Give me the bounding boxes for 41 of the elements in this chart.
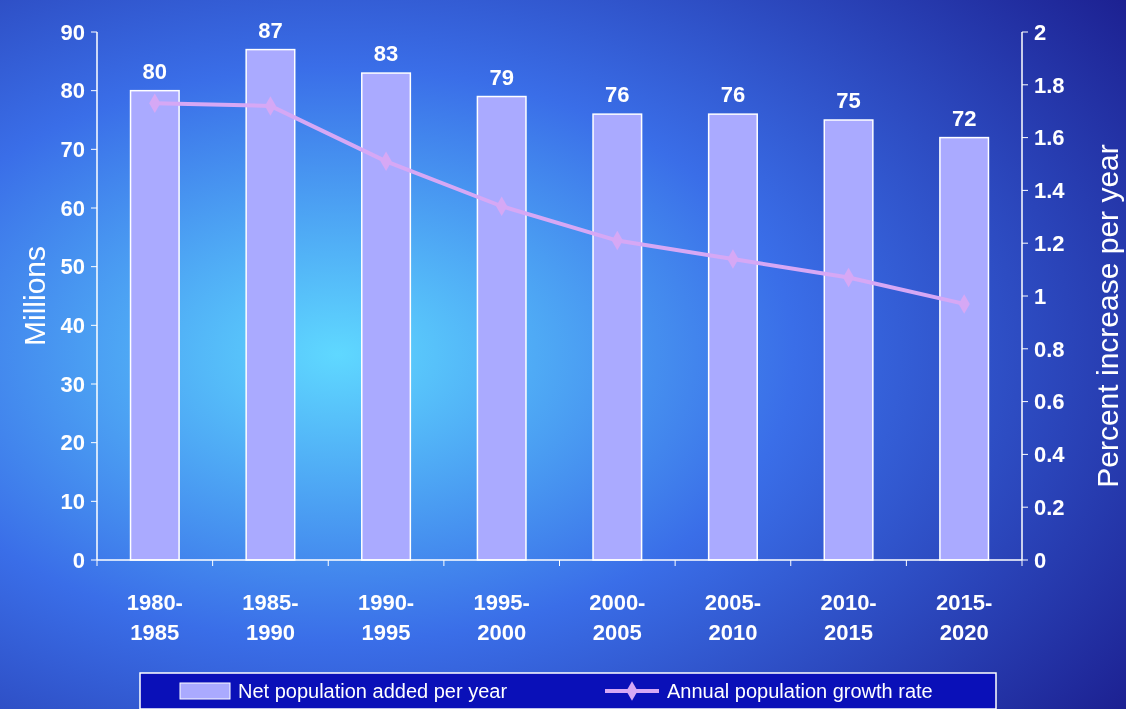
y-tick-label: 30 [60,371,85,397]
y2-tick-label: 0.2 [1034,494,1065,520]
y-tick-label: 10 [60,489,85,515]
y2-tick-label: 1.4 [1034,178,1066,204]
x-tick-label: 1995- 2000 [473,590,530,645]
data-label: 87 [258,17,283,43]
y-tick-label: 20 [60,430,85,456]
y2-tick-label: 2 [1034,19,1047,45]
x-tick-label: 1980- 1985 [126,590,183,645]
y-tick-label: 80 [60,78,85,104]
y-tick-label: 50 [60,254,85,280]
y-tick-label: 90 [60,19,85,45]
x-tick-label: 2005- 2010 [704,590,762,645]
y2-tick-label: 0 [1034,547,1047,573]
y2-tick-label: 0.4 [1034,442,1066,468]
data-label: 76 [605,82,630,108]
data-label: 76 [720,82,746,108]
data-label: 83 [373,41,399,67]
y2-tick-label: 1.8 [1034,72,1065,98]
y2-tick-label: 1.6 [1034,125,1065,151]
y2-tick-label: 1.2 [1034,230,1065,256]
data-label: 79 [489,64,514,90]
y2-axis-title: Percent increase per year [1091,144,1124,488]
data-label: 80 [142,58,168,84]
x-tick-label: 2010- 2015 [820,590,877,645]
x-tick-label: 1985- 1990 [242,590,299,645]
y2-tick-label: 1 [1034,283,1047,309]
data-label: 72 [951,105,977,131]
legend-label: Annual population growth rate [667,680,933,702]
y-tick-label: 0 [72,547,85,573]
y-tick-label: 70 [60,137,85,163]
y-tick-label: 60 [60,195,85,221]
y2-tick-label: 0.8 [1034,336,1065,362]
legend-label: Net population added per year [238,680,508,702]
x-tick-label: 2015- 2020 [936,590,993,645]
x-tick-label: 2000- 2005 [589,590,646,645]
x-tick-label: 1990- 1995 [357,590,415,645]
y-axis-title: Millions [18,245,51,347]
y2-tick-label: 0.6 [1034,389,1065,415]
y-tick-label: 40 [60,313,85,339]
data-label: 75 [836,88,861,113]
